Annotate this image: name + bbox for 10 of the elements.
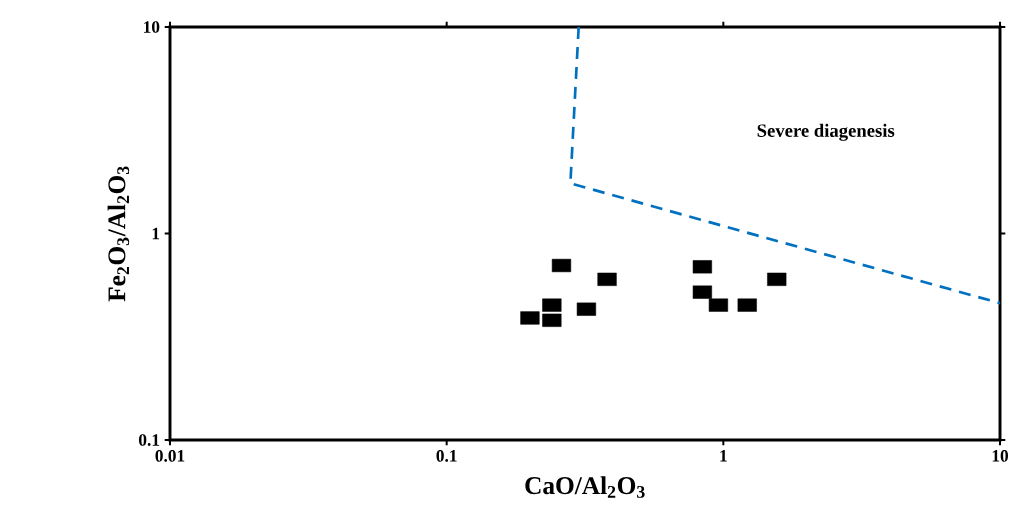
x-tick-label: 1 [720,450,727,462]
y-tick-label: 1 [152,227,160,240]
x-axis-title: CaO/Al$_{2}$O$_{3}$ [525,476,645,498]
x-tick-label: 10 [992,450,1009,462]
x-tick-label: 0.1 [436,450,457,462]
y-tick-label: 0.1 [139,434,160,446]
y-axis-title: Fe$_{2}$O$_{3}$/Al$_{2}$O$_{3}$ [107,166,130,302]
annotation: Severe diagenesis [757,123,895,141]
x-tick-label: 0.01 [155,450,185,462]
y-tick-label: 10 [144,21,160,33]
